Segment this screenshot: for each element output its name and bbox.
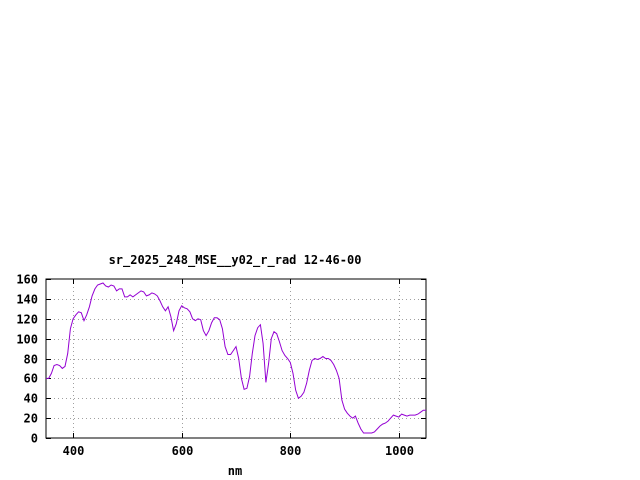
- grid-lines: [46, 279, 426, 438]
- x-tick-label: 1000: [385, 444, 414, 458]
- y-tick-label: 20: [24, 412, 38, 426]
- plot-border: [45, 278, 427, 439]
- x-axis-label: nm: [228, 464, 242, 478]
- y-tick-label: 140: [16, 293, 38, 307]
- chart-title: sr_2025_248_MSE__y02_r_rad 12-46-00: [109, 253, 362, 268]
- y-tick-label: 120: [16, 313, 38, 327]
- y-tick-label: 0: [31, 432, 38, 446]
- y-tick-label: 100: [16, 333, 38, 347]
- y-tick-label: 160: [16, 273, 38, 287]
- axis-ticks: [46, 279, 426, 439]
- series-line: [46, 282, 426, 434]
- y-tick-label: 80: [24, 353, 38, 367]
- y-tick-label: 40: [24, 392, 38, 406]
- y-tick-label: 60: [24, 372, 38, 386]
- x-tick-label: 600: [172, 444, 194, 458]
- x-tick-label: 800: [280, 444, 302, 458]
- x-tick-labels: 400 600 800 1000: [63, 444, 414, 458]
- y-tick-labels: 0 20 40 60 80 100 120 140 160: [16, 273, 38, 446]
- x-tick-label: 400: [63, 444, 85, 458]
